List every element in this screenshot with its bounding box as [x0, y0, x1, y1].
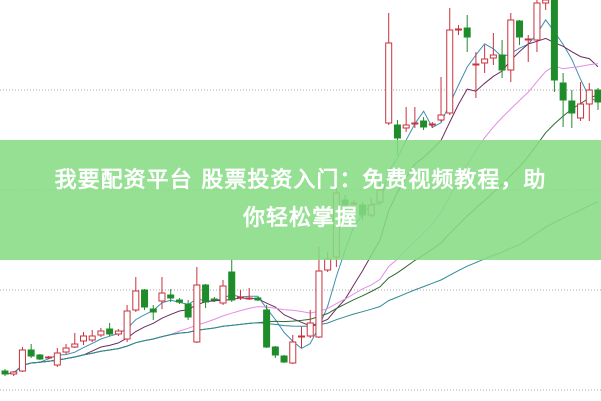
candle-down — [420, 120, 428, 128]
candle-down — [210, 298, 218, 301]
candle-up — [533, 2, 541, 41]
candle-up — [481, 58, 489, 64]
candle-up — [524, 38, 532, 41]
candle-up — [219, 285, 227, 304]
candle-up — [542, 0, 550, 4]
candle-down — [516, 20, 524, 38]
candle-up — [114, 330, 122, 335]
candle-up — [489, 54, 497, 59]
candle-up — [585, 89, 593, 105]
candle-up — [454, 28, 462, 31]
candle-down — [202, 284, 210, 303]
candle-down — [271, 346, 279, 356]
candle-down — [149, 308, 157, 313]
candle-up — [53, 352, 61, 366]
candle-down — [254, 297, 262, 301]
candle-down — [184, 303, 192, 318]
candle-up — [428, 123, 436, 126]
candle-up — [306, 322, 314, 337]
candle-up — [437, 114, 445, 121]
banner-title-line2: 你轻松掌握 — [242, 206, 358, 231]
candle-up — [62, 347, 70, 353]
candle-up — [18, 349, 26, 372]
candle-up — [71, 343, 79, 348]
candle-down — [167, 294, 175, 299]
candle-down — [228, 271, 236, 301]
banner-title-line1: 我要配资平台 股票投资入门：免费视频教程，助 — [54, 168, 547, 193]
candle-up — [88, 335, 96, 341]
candle-down — [106, 328, 114, 335]
moving-average-line — [4, 18, 599, 375]
candle-down — [27, 349, 35, 357]
candle-up — [236, 296, 244, 299]
candle-up — [472, 63, 480, 66]
candle-up — [402, 124, 410, 129]
candle-down — [1, 370, 9, 375]
candle-up — [298, 335, 305, 338]
candle-up — [446, 29, 454, 114]
candle-up — [507, 19, 515, 71]
candle-up — [123, 310, 131, 340]
candle-down — [594, 89, 601, 103]
candle-down — [568, 100, 576, 114]
candle-down — [141, 289, 149, 308]
candle-up — [324, 258, 332, 271]
candle-down — [280, 355, 288, 363]
moving-average-line — [4, 37, 599, 375]
candle-up — [10, 371, 18, 375]
candle-up — [97, 330, 105, 336]
candle-up — [315, 270, 323, 338]
title-banner: 我要配资平台 股票投资入门：免费视频教程，助 你轻松掌握 — [0, 140, 601, 260]
candle-up — [289, 341, 297, 364]
candle-down — [36, 354, 44, 360]
candle-up — [577, 103, 585, 119]
candle-up — [132, 290, 140, 311]
candle-up — [158, 292, 166, 302]
candle-down — [463, 27, 471, 38]
candle-down — [550, 0, 558, 81]
candle-down — [498, 54, 506, 71]
candle-down — [263, 309, 271, 348]
candle-up — [45, 356, 53, 359]
candle-down — [559, 82, 567, 101]
candle-up — [411, 122, 419, 125]
candle-up — [385, 42, 393, 124]
candle-up — [245, 297, 253, 300]
candle-down — [393, 124, 401, 139]
candle-down — [175, 299, 183, 303]
candle-up — [193, 284, 201, 343]
candle-up — [79, 335, 87, 342]
